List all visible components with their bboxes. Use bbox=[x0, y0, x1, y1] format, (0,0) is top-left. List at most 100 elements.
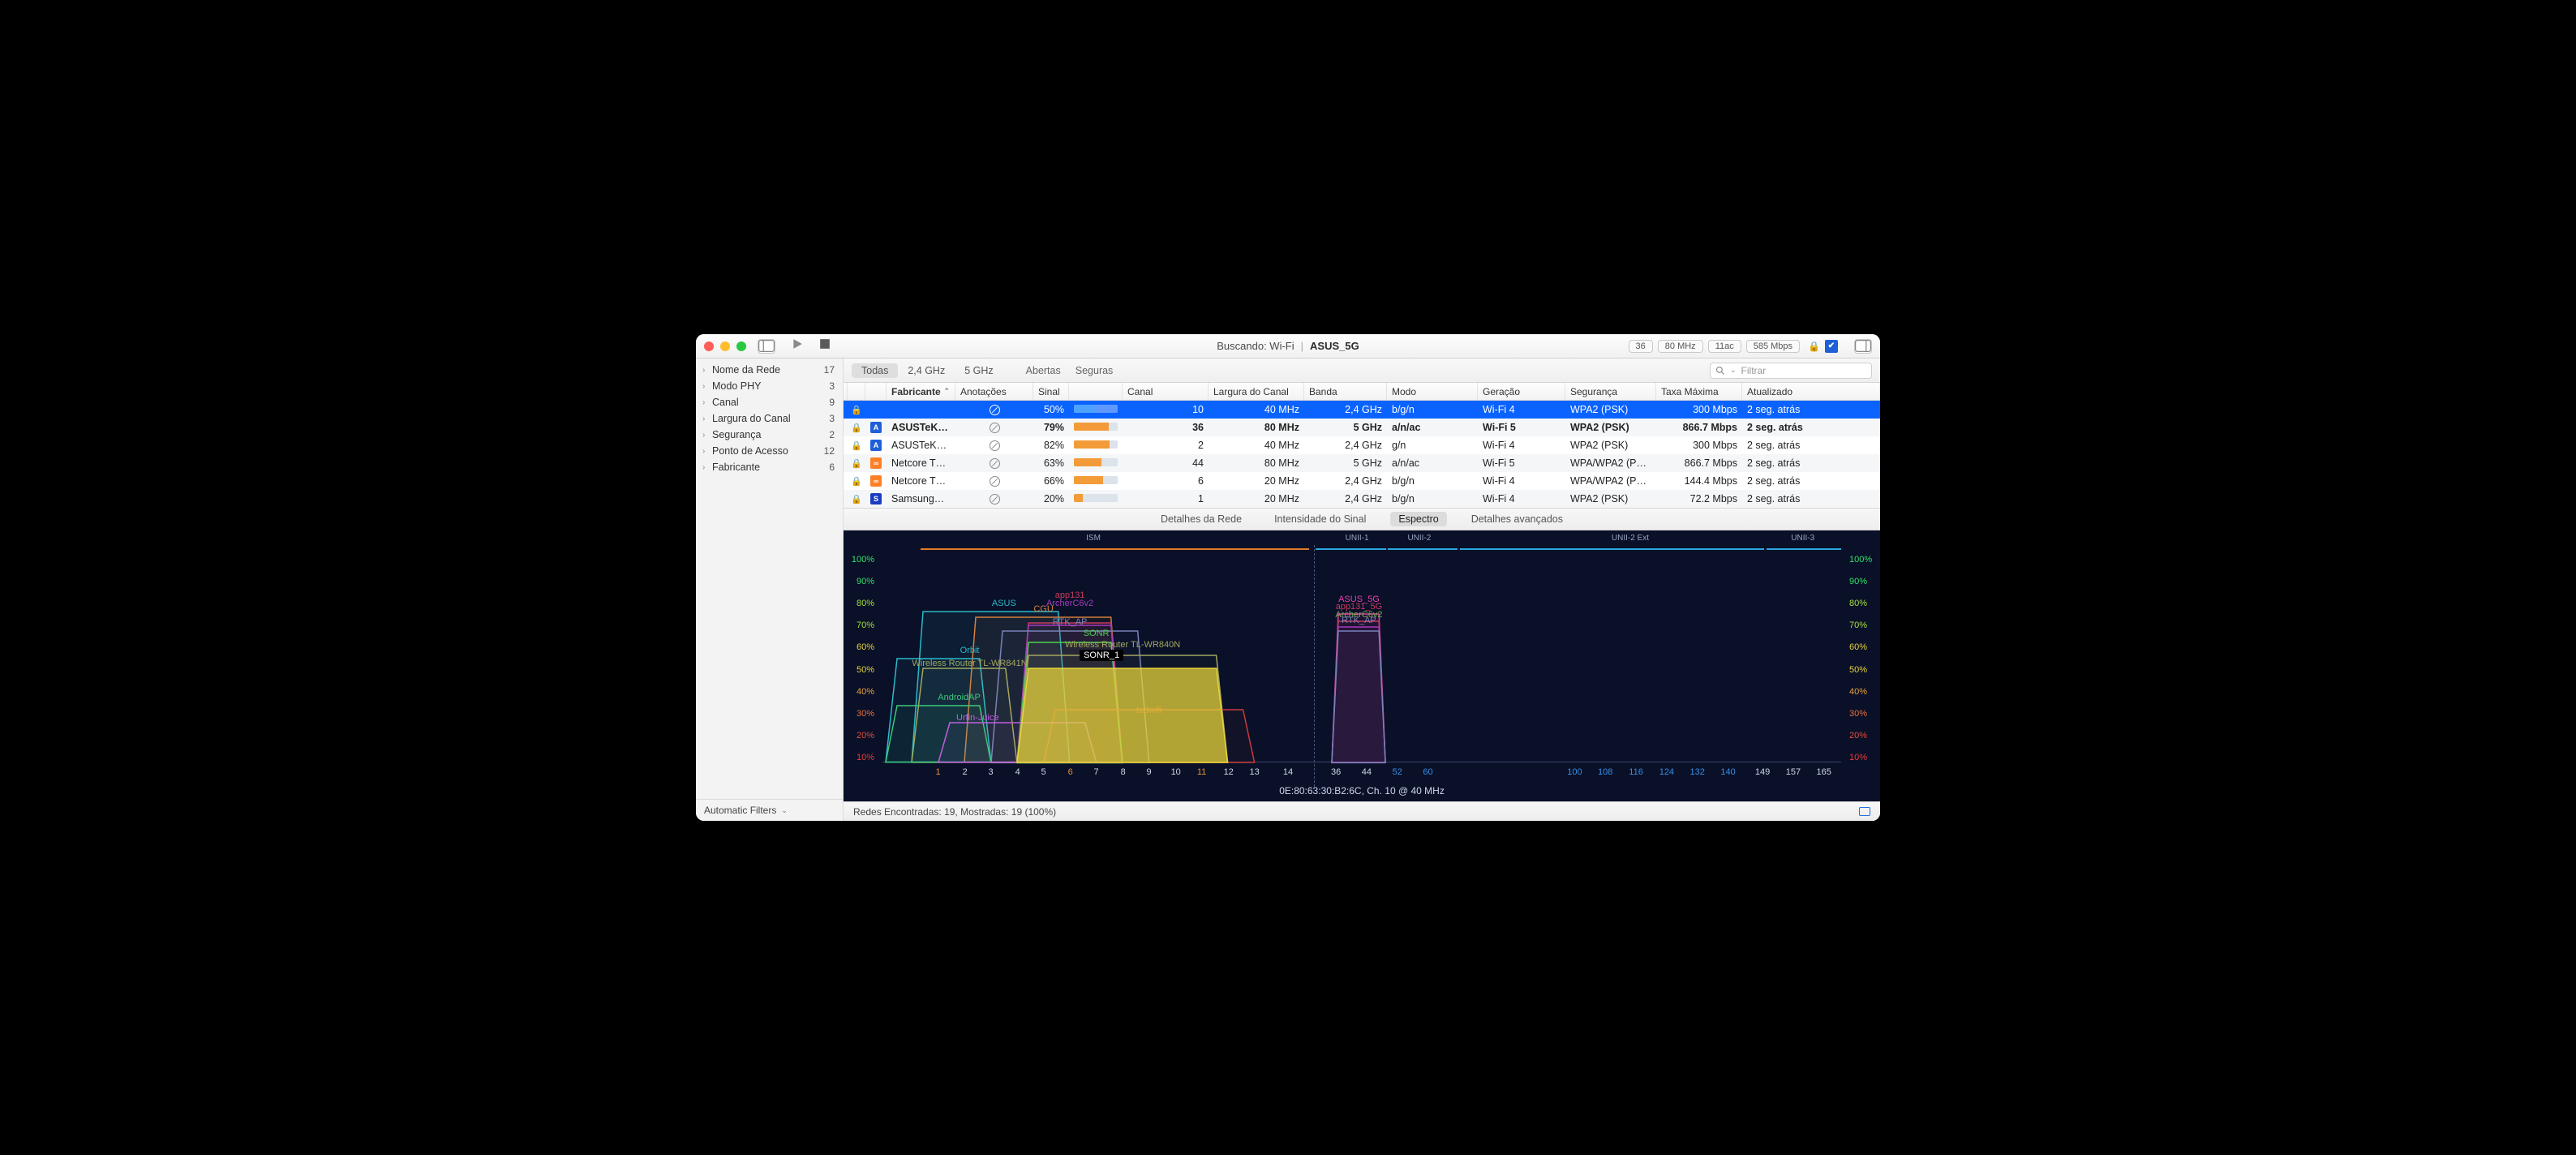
band-label: UNII-1 bbox=[1346, 534, 1369, 543]
detail-tab[interactable]: Detalhes avançados bbox=[1463, 512, 1571, 526]
table-row[interactable]: 🔒 S Samsung… 20% 1 20 MHz 2,4 GHz b/g/n … bbox=[844, 490, 1880, 508]
detail-tab[interactable]: Espectro bbox=[1390, 512, 1446, 526]
sidebar-item[interactable]: ›Segurança2 bbox=[696, 427, 843, 443]
cell-banda: 2,4 GHz bbox=[1304, 493, 1387, 505]
sidebar-item-label: Canal bbox=[712, 397, 829, 408]
signal-bar bbox=[1074, 458, 1118, 466]
x-tick: 3 bbox=[989, 767, 994, 777]
blocked-icon bbox=[990, 458, 1000, 469]
pill-phy: 11ac bbox=[1708, 340, 1741, 353]
status-bar: Redes Encontradas: 19, Mostradas: 19 (10… bbox=[844, 801, 1880, 821]
sidebar-item[interactable]: ›Nome da Rede17 bbox=[696, 362, 843, 378]
start-scan-button[interactable] bbox=[792, 338, 803, 354]
chevron-right-icon: › bbox=[702, 382, 712, 391]
band-filter-segment: Todas2,4 GHz5 GHz bbox=[852, 363, 1003, 378]
search-input[interactable]: ⌄ Filtrar bbox=[1710, 363, 1872, 379]
network-shape bbox=[1017, 668, 1228, 762]
cell-canal: 44 bbox=[1123, 457, 1209, 469]
table-row[interactable]: 🔒 ∞ Netcore T… 63% 44 80 MHz 5 GHz a/n/a… bbox=[844, 454, 1880, 472]
sidebar-item[interactable]: ›Canal9 bbox=[696, 394, 843, 410]
sidebar: ›Nome da Rede17›Modo PHY3›Canal9›Largura… bbox=[696, 359, 844, 821]
band-filter-option[interactable]: 2,4 GHz bbox=[898, 363, 955, 378]
table-row[interactable]: 🔒 A ASUSTeK… 82% 2 40 MHz 2,4 GHz g/n Wi… bbox=[844, 436, 1880, 454]
band-filter-option[interactable]: Todas bbox=[852, 363, 898, 378]
display-mode-icon[interactable] bbox=[1859, 807, 1870, 816]
cell-taxa: 300 Mbps bbox=[1656, 404, 1742, 415]
cell-taxa: 72.2 Mbps bbox=[1656, 493, 1742, 505]
cell-banda: 2,4 GHz bbox=[1304, 404, 1387, 415]
pill-rate: 585 Mbps bbox=[1746, 340, 1800, 353]
x-tick: 12 bbox=[1224, 767, 1234, 777]
col-canal[interactable]: Canal bbox=[1123, 383, 1209, 400]
cell-modo: a/n/ac bbox=[1387, 422, 1478, 433]
x-tick: 6 bbox=[1068, 767, 1073, 777]
col-modo[interactable]: Modo bbox=[1387, 383, 1478, 400]
security-filter-option[interactable]: Seguras bbox=[1075, 365, 1114, 376]
network-label: Orbit bbox=[960, 646, 980, 655]
zoom-window-button[interactable] bbox=[736, 341, 746, 351]
band-label: ISM bbox=[1086, 534, 1101, 543]
chevron-right-icon: › bbox=[702, 366, 712, 375]
col-largura[interactable]: Largura do Canal bbox=[1209, 383, 1304, 400]
cell-taxa: 300 Mbps bbox=[1656, 440, 1742, 451]
vendor-icon: ∞ bbox=[870, 475, 882, 487]
col-banda[interactable]: Banda bbox=[1304, 383, 1387, 400]
cell-largura: 40 MHz bbox=[1209, 404, 1304, 415]
cell-atualizado: 2 seg. atrás bbox=[1742, 493, 1880, 505]
band-filter-option[interactable]: 5 GHz bbox=[955, 363, 1002, 378]
table-row[interactable]: 🔒 ∞ Netcore T… 66% 6 20 MHz 2,4 GHz b/g/… bbox=[844, 472, 1880, 490]
col-atualizado[interactable]: Atualizado bbox=[1742, 383, 1880, 400]
col-geracao[interactable]: Geração bbox=[1478, 383, 1565, 400]
sidebar-footer[interactable]: Automatic Filters ⌄ bbox=[696, 799, 843, 821]
col-taxa[interactable]: Taxa Máxima bbox=[1656, 383, 1742, 400]
table-row[interactable]: 🔒 50% 10 40 MHz 2,4 GHz b/g/n Wi-Fi 4 WP… bbox=[844, 401, 1880, 419]
sidebar-item-count: 12 bbox=[824, 445, 835, 457]
chevron-right-icon: › bbox=[702, 463, 712, 472]
cell-geracao: Wi-Fi 5 bbox=[1478, 457, 1565, 469]
detail-tab[interactable]: Detalhes da Rede bbox=[1153, 512, 1250, 526]
cell-signal-pct: 50% bbox=[1033, 404, 1069, 415]
network-label: Wireless Router TL-WR840N bbox=[1065, 640, 1180, 650]
band-label: UNII-2 bbox=[1407, 534, 1431, 543]
x-tick: 132 bbox=[1690, 767, 1705, 777]
lock-icon: 🔒 bbox=[851, 458, 862, 469]
security-filter-option[interactable]: Abertas bbox=[1026, 365, 1061, 376]
band-label: UNII-3 bbox=[1791, 534, 1814, 543]
minimize-window-button[interactable] bbox=[720, 341, 730, 351]
x-tick: 10 bbox=[1171, 767, 1181, 777]
window-controls bbox=[704, 341, 746, 351]
table-row[interactable]: 🔒 A ASUSTeK… 79% 36 80 MHz 5 GHz a/n/ac … bbox=[844, 419, 1880, 436]
cell-geracao: Wi-Fi 4 bbox=[1478, 475, 1565, 487]
detail-tab[interactable]: Intensidade do Sinal bbox=[1266, 512, 1374, 526]
x-tick: 60 bbox=[1423, 767, 1432, 777]
x-tick: 44 bbox=[1362, 767, 1372, 777]
search-placeholder: Filtrar bbox=[1741, 365, 1767, 376]
sidebar-item[interactable]: ›Modo PHY3 bbox=[696, 378, 843, 394]
cell-geracao: Wi-Fi 4 bbox=[1478, 440, 1565, 451]
sidebar-item-count: 6 bbox=[829, 462, 835, 473]
sidebar-item[interactable]: ›Ponto de Acesso12 bbox=[696, 443, 843, 459]
col-anotacoes[interactable]: Anotações bbox=[955, 383, 1033, 400]
col-seguranca[interactable]: Segurança bbox=[1565, 383, 1656, 400]
stop-scan-button[interactable] bbox=[819, 338, 831, 354]
col-fabricante[interactable]: Fabricante⌃ bbox=[887, 383, 955, 400]
cell-seguranca: WPA/WPA2 (PSK) bbox=[1565, 475, 1656, 487]
cell-atualizado: 2 seg. atrás bbox=[1742, 440, 1880, 451]
network-label: SONR_1 bbox=[1080, 650, 1123, 661]
cell-banda: 5 GHz bbox=[1304, 422, 1387, 433]
panel-toggle-button[interactable] bbox=[1854, 339, 1872, 354]
cell-signal-pct: 20% bbox=[1033, 493, 1069, 505]
sidebar-toggle-button[interactable] bbox=[758, 339, 775, 354]
title-network: ASUS_5G bbox=[1310, 340, 1359, 352]
sidebar-item[interactable]: ›Fabricante6 bbox=[696, 459, 843, 475]
col-sinal[interactable]: Sinal bbox=[1033, 383, 1069, 400]
cell-fabricante: Samsung… bbox=[887, 493, 955, 505]
main-panel: Todas2,4 GHz5 GHz AbertasSeguras ⌄ Filtr… bbox=[844, 359, 1880, 821]
close-window-button[interactable] bbox=[704, 341, 714, 351]
cell-fabricante: Netcore T… bbox=[887, 475, 955, 487]
blocked-icon bbox=[990, 494, 1000, 505]
sidebar-item[interactable]: ›Largura do Canal3 bbox=[696, 410, 843, 427]
cell-seguranca: WPA2 (PSK) bbox=[1565, 422, 1656, 433]
spectrum-caption: 0E:80:63:30:B2:6C, Ch. 10 @ 40 MHz bbox=[844, 785, 1880, 796]
x-tick: 1 bbox=[935, 767, 940, 777]
